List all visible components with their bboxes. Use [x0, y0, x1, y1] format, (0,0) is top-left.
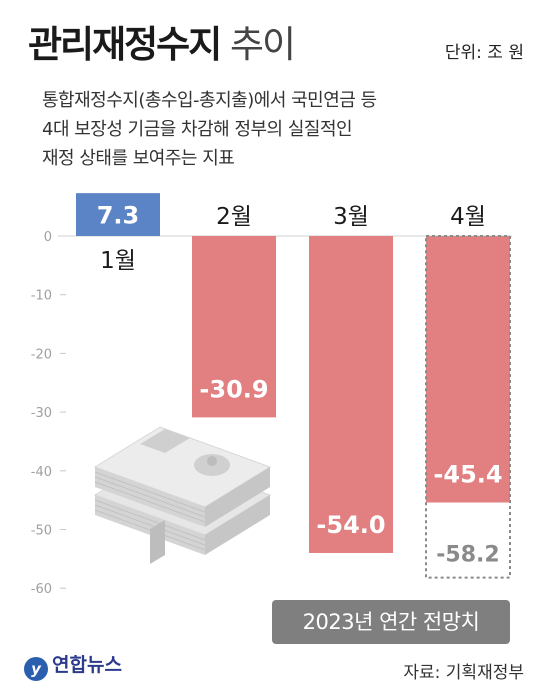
title-bold: 관리재정수지 [28, 23, 222, 66]
money-stack-icon [93, 426, 272, 564]
bar-1월 [76, 193, 160, 236]
yonhap-logo: y 연합뉴스 [24, 650, 122, 681]
bar-3월 [309, 236, 393, 553]
description-line: 4대 보장성 기금을 차감해 정부의 실질적인 [42, 119, 353, 140]
value-label: -30.9 [199, 375, 268, 403]
y-tick-label: -40 [31, 465, 52, 480]
chart-title: 관리재정수지 추이 [28, 14, 296, 68]
value-label: 7.3 [97, 202, 140, 230]
projection-value-label: -58.2 [436, 543, 499, 568]
description: 통합재정수지(총수입-총지출)에서 국민연금 등 4대 보장성 기금을 차감해 … [42, 86, 377, 173]
title-light: 추이 [230, 23, 296, 66]
category-label: 4월 [450, 204, 486, 230]
value-label: -54.0 [316, 511, 385, 539]
logo-text: 연합뉴스 [52, 654, 122, 676]
y-tick-label: -10 [31, 289, 52, 304]
bar-4월 [426, 236, 510, 503]
y-tick-label: -60 [31, 582, 52, 597]
category-label: 1월 [100, 248, 136, 274]
value-label: -45.4 [433, 460, 502, 488]
description-line: 통합재정수지(총수입-총지출)에서 국민연금 등 [42, 90, 377, 111]
category-label: 3월 [333, 204, 369, 230]
category-label: 2월 [216, 204, 252, 230]
y-tick-label: -30 [31, 406, 52, 421]
projection-bar [425, 235, 511, 579]
projection-note-badge: 2023년 연간 전망치 [272, 600, 510, 644]
y-tick-label: 0 [44, 230, 52, 245]
y-tick-label: -50 [31, 524, 52, 539]
bar-2월 [192, 236, 276, 418]
source-label: 자료: 기획재정부 [403, 663, 524, 683]
yonhap-logo-icon: y [24, 657, 48, 681]
y-tick-label: -20 [31, 347, 52, 362]
description-line: 재정 상태를 보여주는 지표 [42, 148, 235, 169]
unit-label: 단위: 조 원 [444, 43, 524, 63]
